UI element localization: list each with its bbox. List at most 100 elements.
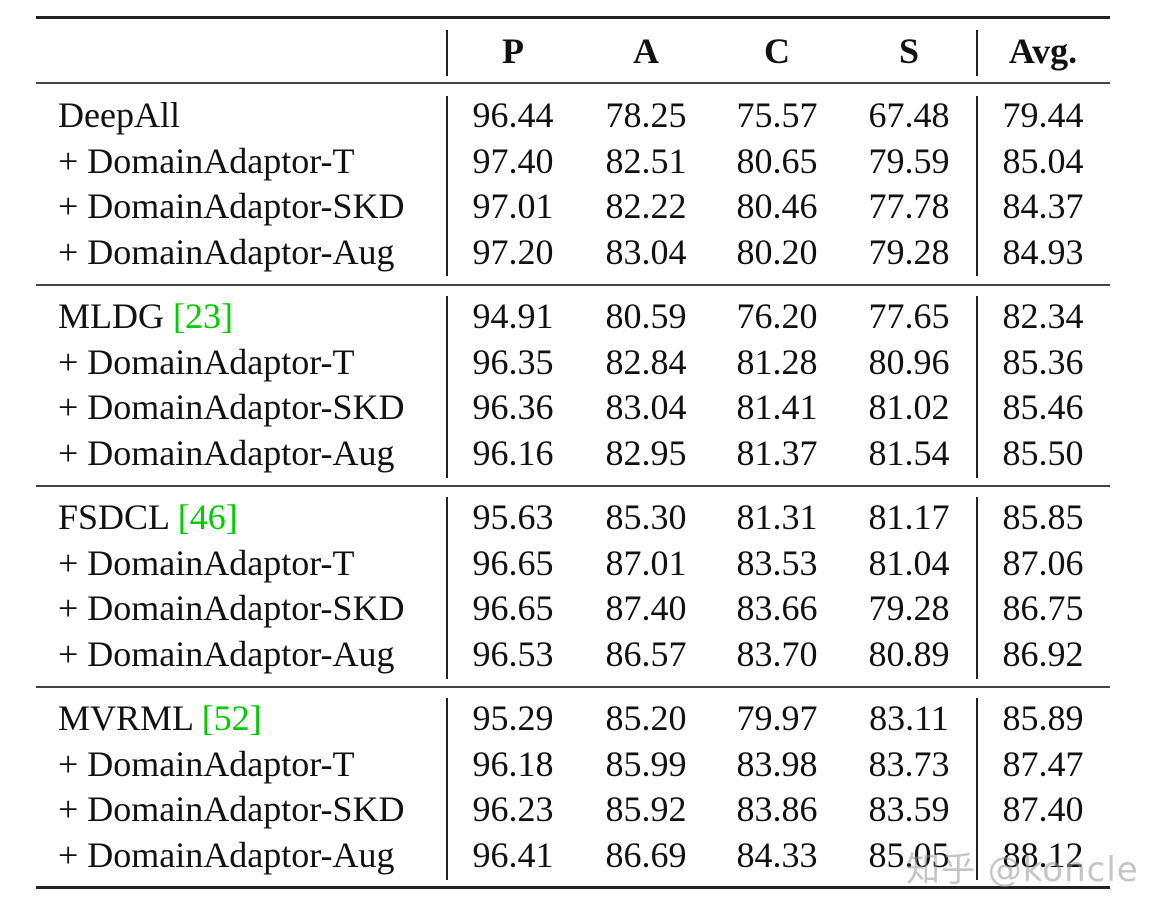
table-row: + DomainAdaptor-T 96.35 82.84 81.28 80.9… [36,339,1110,385]
header-avg: Avg. [1008,31,1078,71]
value-avg: 84.37 [1002,186,1084,226]
header-a: A [633,31,659,71]
table-row: + DomainAdaptor-Aug 97.20 83.04 80.20 79… [36,229,1110,275]
value-avg: 87.40 [1002,789,1084,829]
group1-vline-left [446,96,448,276]
value-s: 79.28 [868,232,950,272]
header-s: S [898,31,920,71]
citation-link[interactable]: [52] [201,698,262,738]
group-divider-3 [36,686,1110,688]
group-divider-1 [36,284,1110,286]
citation-link[interactable]: [46] [177,497,238,537]
value-a: 87.01 [605,543,687,583]
value-c: 79.97 [736,698,818,738]
value-p: 96.41 [472,835,554,875]
value-avg: 85.04 [1002,141,1084,181]
value-c: 83.98 [736,744,818,784]
value-a: 83.04 [605,232,687,272]
value-s: 80.89 [868,634,950,674]
table-row: + DomainAdaptor-Aug 96.16 82.95 81.37 81… [36,430,1110,476]
value-avg: 86.75 [1002,588,1084,628]
value-c: 83.86 [736,789,818,829]
table-row: + DomainAdaptor-Aug 96.41 86.69 84.33 85… [36,832,1110,878]
group-divider-2 [36,485,1110,487]
value-c: 83.53 [736,543,818,583]
method-name: + DomainAdaptor-SKD [58,387,405,427]
value-avg: 85.46 [1002,387,1084,427]
method-name: DeepAll [58,95,180,135]
value-s: 83.73 [868,744,950,784]
table-row: + DomainAdaptor-T 96.18 85.99 83.98 83.7… [36,741,1110,787]
value-avg: 87.47 [1002,744,1084,784]
value-p: 95.63 [472,497,554,537]
method-name: + DomainAdaptor-T [58,342,355,382]
table-row: + DomainAdaptor-SKD 96.23 85.92 83.86 83… [36,786,1110,832]
value-c: 76.20 [736,296,818,336]
value-c: 81.41 [736,387,818,427]
value-p: 97.40 [472,141,554,181]
value-s: 81.02 [868,387,950,427]
value-avg: 87.06 [1002,543,1084,583]
value-p: 97.01 [472,186,554,226]
value-c: 83.66 [736,588,818,628]
method-name: + DomainAdaptor-T [58,744,355,784]
value-avg: 85.50 [1002,433,1084,473]
results-table: P A C S Avg. DeepAll 96.44 78.25 75.57 6… [36,0,1110,914]
method-name: + DomainAdaptor-T [58,543,355,583]
value-p: 96.36 [472,387,554,427]
table-row: + DomainAdaptor-T 97.40 82.51 80.65 79.5… [36,138,1110,184]
table-row: DeepAll 96.44 78.25 75.57 67.48 79.44 [36,92,1110,138]
value-p: 96.23 [472,789,554,829]
value-a: 86.57 [605,634,687,674]
value-c: 80.46 [736,186,818,226]
value-a: 82.84 [605,342,687,382]
top-rule [36,16,1110,19]
header-rule [36,82,1110,84]
value-p: 94.91 [472,296,554,336]
table-row: MVRML [52] 95.29 85.20 79.97 83.11 85.89 [36,695,1110,741]
value-a: 80.59 [605,296,687,336]
header-c: C [764,31,790,71]
value-c: 83.70 [736,634,818,674]
value-s: 79.28 [868,588,950,628]
table-row: FSDCL [46] 95.63 85.30 81.31 81.17 85.85 [36,494,1110,540]
citation-link[interactable]: [23] [173,296,233,336]
method-name: + DomainAdaptor-SKD [58,588,405,628]
method-name: FSDCL [46] [58,497,238,537]
group2-vline-left [446,296,448,478]
value-a: 82.51 [605,141,687,181]
value-s: 83.59 [868,789,950,829]
table-row: + DomainAdaptor-SKD 97.01 82.22 80.46 77… [36,183,1110,229]
value-p: 96.35 [472,342,554,382]
value-p: 97.20 [472,232,554,272]
header-vline-left [446,30,448,76]
value-s: 67.48 [868,95,950,135]
method-name: MVRML [52] [58,698,262,738]
value-a: 85.92 [605,789,687,829]
value-p: 95.29 [472,698,554,738]
bottom-rule [36,886,1110,889]
method-name: + DomainAdaptor-Aug [58,433,395,473]
table-row: MLDG [23] 94.91 80.59 76.20 77.65 82.34 [36,293,1110,339]
value-p: 96.53 [472,634,554,674]
value-c: 81.28 [736,342,818,382]
value-p: 96.16 [472,433,554,473]
value-c: 80.20 [736,232,818,272]
header-p: P [502,31,524,71]
value-a: 85.30 [605,497,687,537]
value-s: 81.04 [868,543,950,583]
group2-vline-right [976,296,978,478]
table-row: + DomainAdaptor-SKD 96.65 87.40 83.66 79… [36,585,1110,631]
value-a: 86.69 [605,835,687,875]
group4-vline-right [976,698,978,880]
value-c: 84.33 [736,835,818,875]
method-name: + DomainAdaptor-Aug [58,232,395,272]
method-name: + DomainAdaptor-SKD [58,789,405,829]
value-s: 83.11 [869,698,949,738]
value-c: 81.37 [736,433,818,473]
group3-vline-right [976,497,978,679]
value-p: 96.65 [472,543,554,583]
value-a: 82.22 [605,186,687,226]
value-s: 81.54 [868,433,950,473]
method-name: MLDG [23] [58,296,233,336]
